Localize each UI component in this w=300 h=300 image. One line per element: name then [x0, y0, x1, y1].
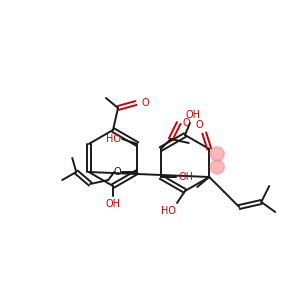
Text: OH: OH	[106, 199, 121, 209]
Text: OH: OH	[178, 172, 193, 182]
Text: OH: OH	[185, 110, 200, 120]
Text: O: O	[141, 98, 149, 108]
Circle shape	[210, 147, 224, 161]
Text: O: O	[195, 120, 203, 130]
Circle shape	[210, 160, 224, 174]
Text: HO: HO	[106, 134, 121, 144]
Text: O: O	[183, 118, 190, 128]
Text: O: O	[113, 167, 121, 177]
Text: HO: HO	[161, 206, 176, 216]
